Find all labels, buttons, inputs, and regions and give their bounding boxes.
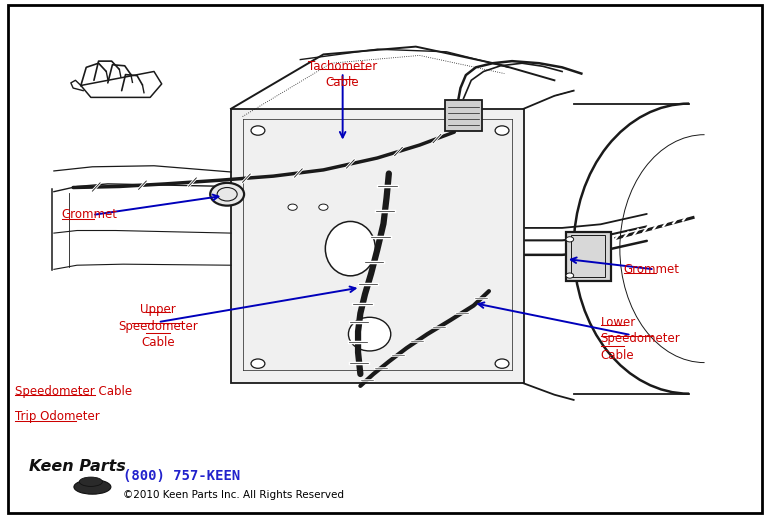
Bar (445, 100, 482, 131)
Bar (571, 235, 605, 277)
Circle shape (495, 359, 509, 368)
Ellipse shape (326, 222, 376, 276)
Text: Trip Odometer: Trip Odometer (15, 410, 100, 424)
Text: Upper
Speedometer
Cable: Upper Speedometer Cable (118, 303, 198, 349)
Ellipse shape (79, 477, 102, 486)
Text: (800) 757-KEEN: (800) 757-KEEN (123, 468, 240, 483)
Circle shape (251, 126, 265, 135)
Circle shape (210, 183, 244, 206)
Polygon shape (231, 109, 524, 383)
Text: Grommet: Grommet (62, 208, 118, 222)
Circle shape (566, 273, 574, 278)
Ellipse shape (348, 317, 391, 351)
Bar (566, 232, 611, 281)
Text: Grommet: Grommet (624, 263, 680, 276)
Circle shape (319, 204, 328, 210)
Text: Speedometer Cable: Speedometer Cable (15, 384, 132, 398)
Circle shape (495, 126, 509, 135)
Circle shape (566, 237, 574, 242)
Text: ©2010 Keen Parts Inc. All Rights Reserved: ©2010 Keen Parts Inc. All Rights Reserve… (123, 490, 344, 500)
Ellipse shape (74, 480, 111, 494)
Text: Lower
Speedometer
Cable: Lower Speedometer Cable (601, 316, 681, 362)
Circle shape (288, 204, 297, 210)
Text: Tachometer
Cable: Tachometer Cable (308, 60, 377, 89)
Text: Keen Parts: Keen Parts (29, 459, 126, 473)
Circle shape (251, 359, 265, 368)
